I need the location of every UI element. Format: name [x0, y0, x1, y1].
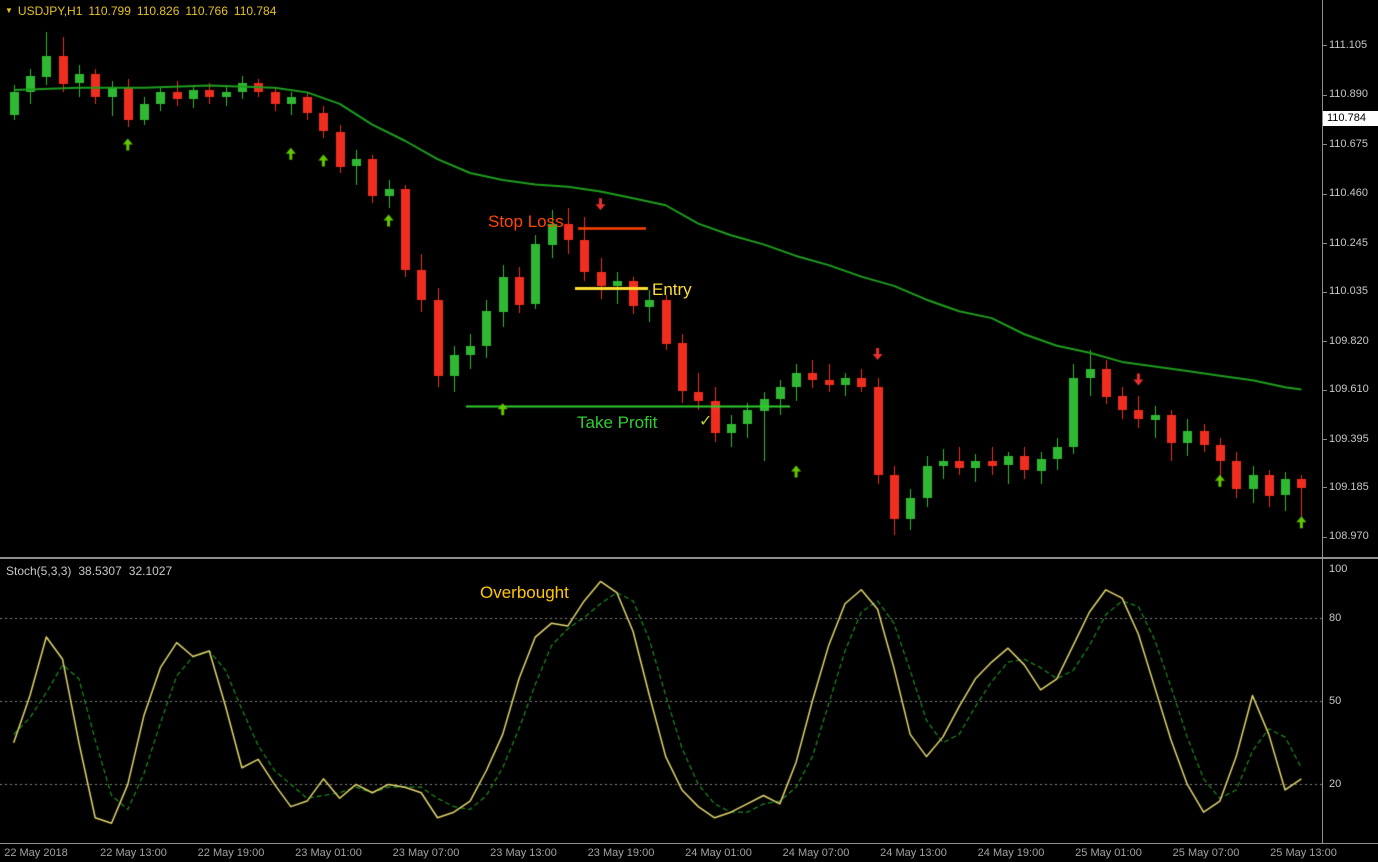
price-axis-label: 110.460 [1329, 187, 1368, 200]
time-axis-label: 25 May 01:00 [1075, 847, 1142, 859]
symbol-dropdown-icon[interactable]: ▼ [5, 6, 13, 15]
time-axis-label: 23 May 07:00 [392, 847, 460, 859]
price-axis-label: 110.245 [1329, 236, 1368, 249]
stochastic-panel: Stoch(5,3,3) 38.5307 32.1027 Overbought 10… [0, 559, 1378, 843]
price-axis-tick [1322, 390, 1327, 391]
time-axis-label: 22 May 13:00 [100, 847, 167, 859]
time-axis-label: 24 May 07:00 [782, 847, 850, 859]
price-axis-tick [1322, 194, 1327, 195]
symbol-period-label: USDJPY,H1 [17, 4, 83, 18]
time-axis-label: 25 May 07:00 [1172, 847, 1240, 859]
time-axis-label: 22 May 2018 [4, 847, 68, 859]
time-axis-label: 24 May 13:00 [880, 847, 947, 859]
price-axis-tick [1322, 487, 1327, 488]
time-axis-separator [0, 843, 1378, 844]
price-axis-tick [1322, 292, 1327, 293]
entry-label[interactable]: Entry [652, 280, 692, 299]
time-axis-label: 24 May 01:00 [685, 847, 752, 859]
stochastic-canvas[interactable] [0, 559, 1322, 843]
price-axis-label: 110.675 [1329, 137, 1368, 150]
ohlc-open: 110.799 [88, 4, 131, 18]
take-profit-label[interactable]: Take Profit [577, 413, 658, 432]
chart-title: ▼ USDJPY,H1 110.799 110.826 110.766 110.784 [5, 4, 282, 18]
price-axis-label: 109.395 [1329, 432, 1369, 445]
price-axis-label: 109.820 [1329, 334, 1369, 347]
take-profit-check-icon: ✓ [699, 413, 713, 430]
price-axis-tick [1322, 144, 1327, 145]
indicator-value-main: 38.5307 [78, 564, 122, 578]
panel-splitter[interactable] [0, 557, 1378, 559]
ohlc-close: 110.784 [233, 4, 277, 18]
ohlc-low: 110.766 [185, 4, 228, 18]
price-chart-panel: ▼ USDJPY,H1 110.799 110.826 110.766 110.784 S… [0, 0, 1378, 557]
price-axis-label: 110.890 [1329, 88, 1368, 101]
price-axis-tick [1322, 537, 1327, 538]
price-axis-label: 109.185 [1329, 480, 1369, 493]
stoch-axis-label: 50 [1329, 695, 1342, 707]
time-axis-label: 23 May 13:00 [490, 847, 557, 859]
price-axis-tick [1322, 243, 1327, 244]
indicator-value-signal: 32.1027 [128, 564, 173, 578]
indicator-name: Stoch(5,3,3) [6, 564, 72, 578]
time-axis-label: 24 May 19:00 [977, 847, 1045, 859]
stoch-axis-label: 20 [1329, 778, 1342, 791]
stop-loss-label[interactable]: Stop Loss [488, 212, 564, 231]
price-axis-tick [1322, 45, 1327, 46]
current-price-marker: 110.784 [1323, 111, 1378, 126]
price-axis-tick [1322, 341, 1327, 342]
price-axis-label: 108.970 [1329, 530, 1369, 543]
price-chart-canvas[interactable] [0, 0, 1322, 557]
time-axis-label: 23 May 19:00 [587, 847, 655, 859]
price-axis-tick [1322, 439, 1327, 440]
stoch-axis-label: 100 [1329, 563, 1348, 575]
ohlc-high: 110.826 [136, 4, 180, 18]
indicator-label[interactable]: Stoch(5,3,3) 38.5307 32.1027 [6, 564, 179, 578]
price-axis-label: 109.610 [1329, 383, 1369, 396]
time-axis[interactable]: 22 May 2018 22 May 13:00 22 May 19:00 23 Ma… [0, 844, 1378, 862]
stoch-axis-label: 80 [1329, 611, 1342, 624]
time-axis-label: 23 May 01:00 [295, 847, 362, 859]
time-axis-label: 25 May 13:00 [1270, 847, 1337, 859]
price-scale-separator [1322, 0, 1323, 843]
price-axis-label: 110.035 [1329, 285, 1368, 298]
price-axis-tick [1322, 95, 1327, 96]
price-axis-label: 111.105 [1329, 38, 1368, 51]
overbought-label[interactable]: Overbought [480, 583, 569, 602]
time-axis-label: 22 May 19:00 [197, 847, 265, 859]
